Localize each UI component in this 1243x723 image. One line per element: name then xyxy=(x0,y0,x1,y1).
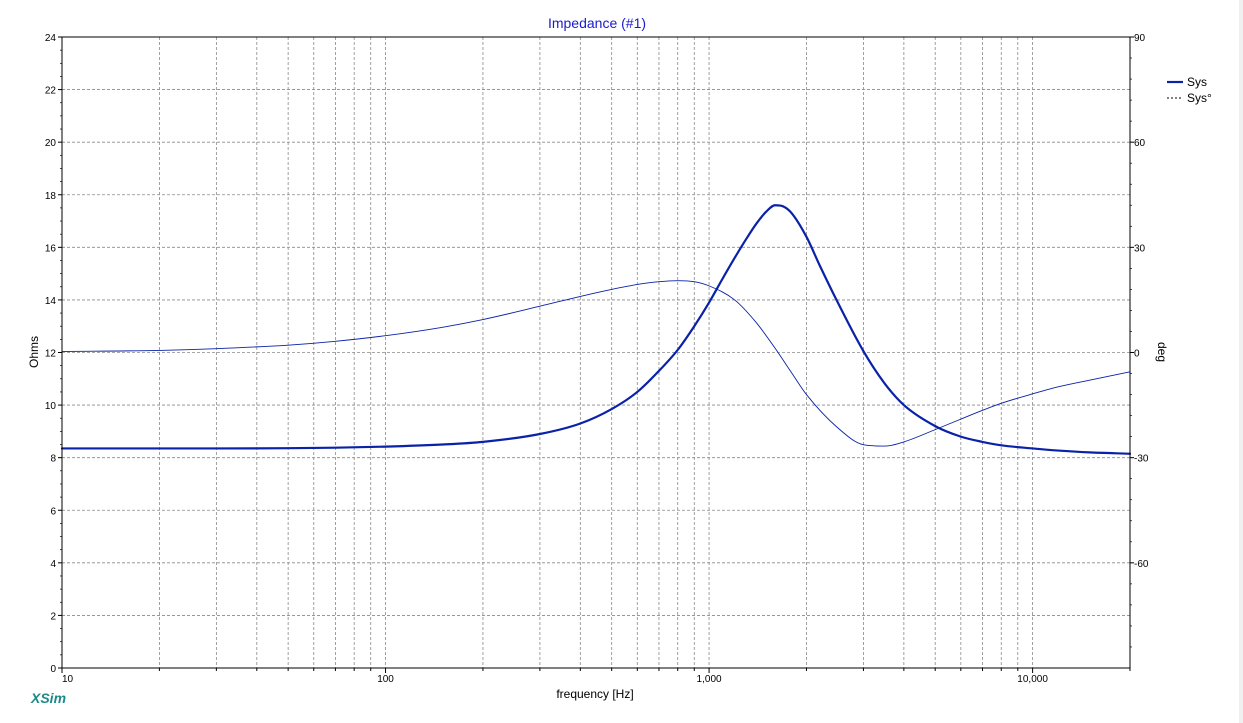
y-tick-label: 10 xyxy=(45,401,57,412)
y-tick-label: 8 xyxy=(50,454,56,465)
y2-tick-label: 0 xyxy=(1134,349,1140,360)
legend: Sys Sys° xyxy=(1167,75,1212,105)
y2-tick-label: -60 xyxy=(1134,559,1149,570)
y2-tick-label: 30 xyxy=(1134,243,1146,254)
y2-axis-label: deg xyxy=(1155,342,1169,362)
x-tick-label: 10,000 xyxy=(1017,674,1048,685)
y-tick-label: 4 xyxy=(50,559,56,570)
x-tick-label: 1,000 xyxy=(697,674,722,685)
legend-label: Sys° xyxy=(1187,91,1212,105)
y-tick-label: 2 xyxy=(50,611,56,622)
series-layer xyxy=(60,204,1132,455)
y-tick-label: 0 xyxy=(50,664,56,675)
series-line-phase xyxy=(61,280,1131,447)
y2-tick-label: 90 xyxy=(1134,33,1146,44)
y-tick-label: 16 xyxy=(45,243,57,254)
series-line-impedance xyxy=(60,204,1132,455)
x-axis-label: frequency [Hz] xyxy=(556,687,633,701)
y-axis-label: Ohms xyxy=(27,336,41,368)
y-tick-label: 22 xyxy=(45,86,57,97)
grid-layer xyxy=(62,37,1130,668)
window-edge xyxy=(1239,0,1243,723)
y2-tick-label: -30 xyxy=(1134,454,1149,465)
y-tick-label: 18 xyxy=(45,191,57,202)
x-tick-label: 100 xyxy=(377,674,394,685)
x-tick-label: 10 xyxy=(62,674,74,685)
y-tick-label: 14 xyxy=(45,296,57,307)
y2-tick-label: 60 xyxy=(1134,138,1146,149)
xsim-logo: XSim xyxy=(31,690,67,706)
chart-title: Impedance (#1) xyxy=(548,15,646,31)
y-tick-label: 6 xyxy=(50,506,56,517)
legend-label: Sys xyxy=(1187,75,1207,89)
y-tick-label: 24 xyxy=(45,33,57,44)
y-tick-label: 12 xyxy=(45,349,57,360)
y-tick-label: 20 xyxy=(45,138,57,149)
